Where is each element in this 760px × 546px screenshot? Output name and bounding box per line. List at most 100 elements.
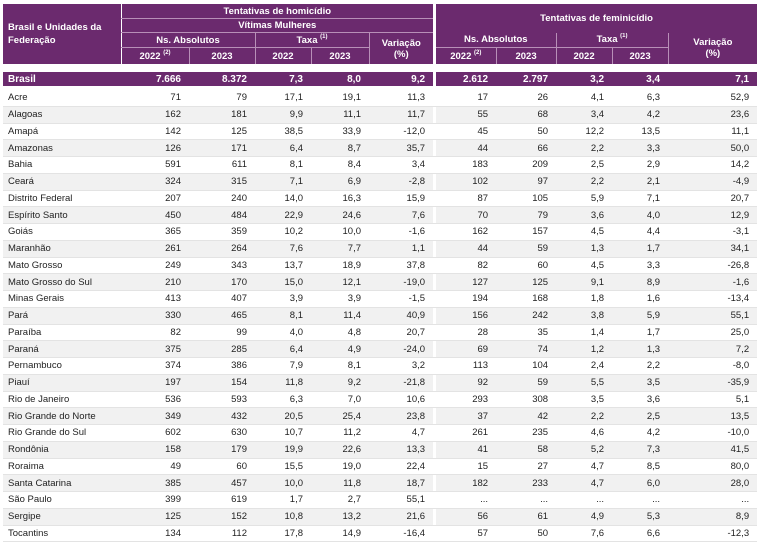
cell: 2,2 [556,173,613,191]
cell: 413 [121,290,189,308]
column-separator [433,206,437,224]
cell: 112 [189,525,255,543]
cell: 13,5 [668,407,758,425]
cell: 8.372 [189,72,255,86]
cell: 82 [121,324,189,342]
table-row: Mato Grosso do Sul 210 170 15,0 12,1 -19,0 127… [3,273,758,291]
row-name: Rio de Janeiro [3,391,121,409]
cell: 235 [496,424,557,442]
cell: 7,1 [255,173,311,191]
cell: 22,4 [369,458,434,476]
cell: ... [612,491,669,509]
cell: 9,2 [311,374,369,392]
brasil-total-row: Brasil 7.666 8.372 7,3 8,0 9,2 2.612 2.7… [3,72,758,86]
cell: 28,0 [668,474,758,492]
homicide-variation-header: Variação (%) [368,32,434,64]
row-name: Mato Grosso [3,257,121,275]
cell: 22,9 [255,206,311,224]
cell: 1,2 [556,340,613,358]
table-row: Espírito Santo 450 484 22,9 24,6 7,6 70 79 3,6 4,… [3,206,758,224]
column-separator [433,474,437,492]
table-row: São Paulo 399 619 1,7 2,7 55,1............... [3,491,758,509]
cell: 7.666 [121,72,189,86]
cell: 21,6 [369,508,434,526]
femicide-rate-2022-header: 2022 [555,47,613,64]
cell: 2,5 [612,407,669,425]
row-name: São Paulo [3,491,121,509]
cell: 1,7 [255,491,311,509]
row-name: Sergipe [3,508,121,526]
table-row: Distrito Federal 207 240 14,0 16,3 15,9 87 105 5… [3,190,758,208]
cell: 3,6 [612,391,669,409]
cell: 104 [496,357,557,375]
data-table-container: Brasil e Unidades da Federação Tentativa… [3,4,758,543]
column-separator [433,525,437,543]
cell: 8,9 [668,508,758,526]
cell: 1,8 [556,290,613,308]
cell: ... [556,491,613,509]
cell: 59 [496,374,557,392]
cell: 23,6 [668,106,758,124]
cell: -19,0 [369,273,434,291]
cell: 242 [496,307,557,325]
cell: 484 [189,206,255,224]
cell: 59 [496,240,557,258]
column-separator [433,257,437,275]
column-separator [433,324,437,342]
cell: 5,5 [556,374,613,392]
cell: 8,1 [255,156,311,174]
cell: 16,3 [311,190,369,208]
cell: 22,6 [311,441,369,459]
cell: 3,6 [556,206,613,224]
cell: 315 [189,173,255,191]
cell: 80,0 [668,458,758,476]
cell: 7,6 [556,525,613,543]
cell: -1,6 [668,273,758,291]
cell: -35,9 [668,374,758,392]
cell: 4,9 [311,340,369,358]
cell: 44 [436,240,497,258]
cell: 3,8 [556,307,613,325]
cell: 9,9 [255,106,311,124]
column-separator [433,223,437,241]
cell: 9,2 [369,72,434,86]
cell: 181 [189,106,255,124]
cell: 249 [121,257,189,275]
cell: 324 [121,173,189,191]
cell: 1,3 [556,240,613,258]
cell: 8,1 [311,357,369,375]
column-separator [433,72,437,86]
cell: 183 [436,156,497,174]
row-name: Pará [3,307,121,325]
cell: -21,8 [369,374,434,392]
cell: 26 [496,90,557,107]
cell: 4,2 [612,424,669,442]
cell: 113 [436,357,497,375]
table-row: Mato Grosso 249 343 13,7 18,9 37,8 82 60 4,5 3,3-… [3,257,758,275]
table-row: Minas Gerais 413 407 3,9 3,9 -1,5 194 168 1,8 1,6… [3,290,758,308]
cell: 125 [189,123,255,141]
cell: 330 [121,307,189,325]
cell: 162 [121,106,189,124]
femicide-rate-header: Taxa (1) [555,32,669,48]
cell: 3,4 [556,106,613,124]
cell: 7,6 [369,206,434,224]
cell: 24,6 [311,206,369,224]
cell: 365 [121,223,189,241]
cell: 37 [436,407,497,425]
cell: 126 [121,139,189,157]
cell: -1,6 [369,223,434,241]
column-separator [433,340,437,358]
cell: 79 [496,206,557,224]
cell: 170 [189,273,255,291]
cell: 35,7 [369,139,434,157]
cell: 8,9 [612,273,669,291]
column-separator [433,273,437,291]
cell: 25,0 [668,324,758,342]
cell: 4,7 [369,424,434,442]
table-row: Roraima 49 60 15,5 19,0 22,4 15 27 4,7 8,5 80,0 [3,458,758,476]
cell: 349 [121,407,189,425]
cell: 11,1 [668,123,758,141]
cell: 71 [121,90,189,107]
cell: 142 [121,123,189,141]
